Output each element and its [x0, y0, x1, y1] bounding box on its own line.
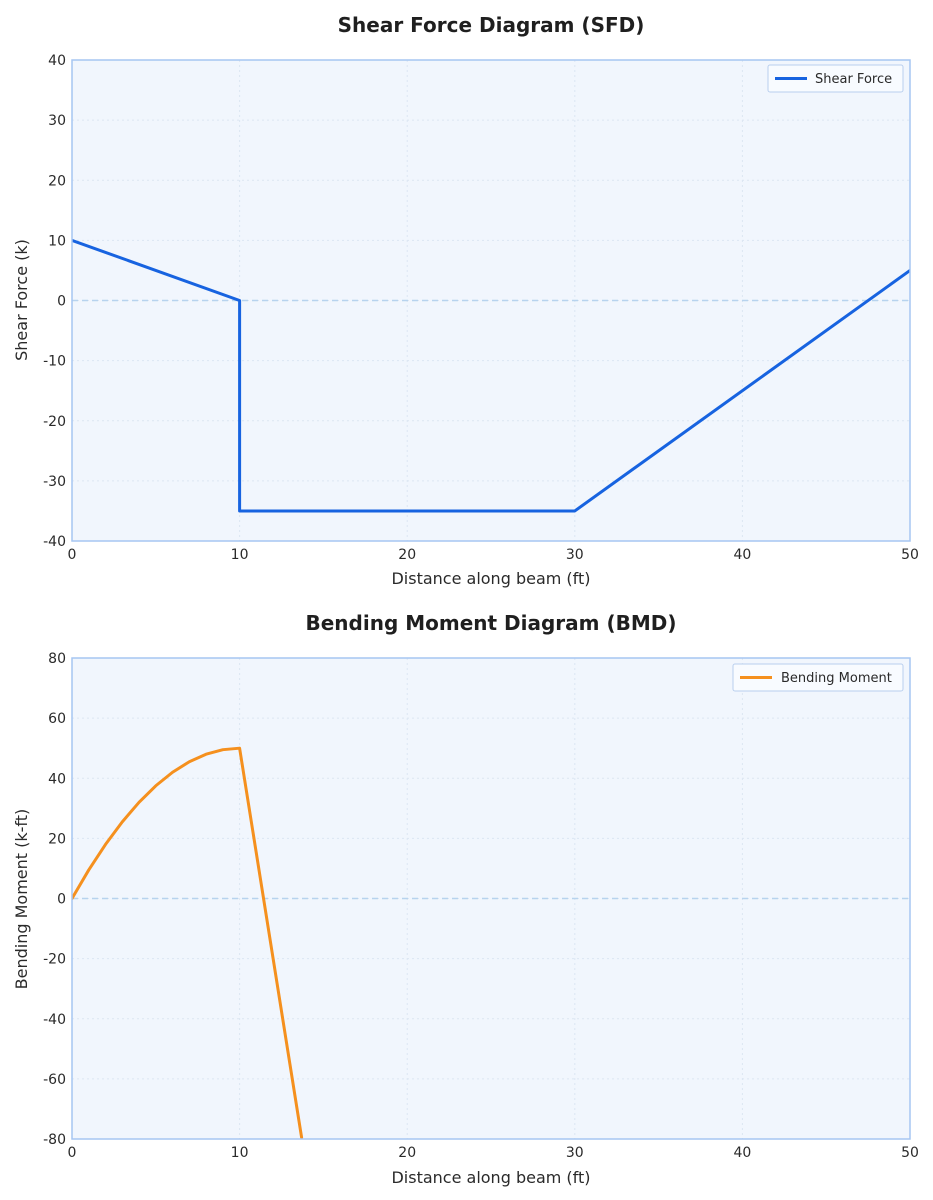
y-tick-label: -40 [43, 1012, 66, 1028]
y-tick-label: 30 [48, 113, 66, 129]
plot-area [72, 60, 910, 541]
y-tick-label: 60 [48, 711, 66, 727]
y-tick-label: 40 [48, 771, 66, 787]
series-group [72, 746, 304, 1139]
x-tick-label: 20 [398, 547, 416, 563]
legend-box [767, 64, 904, 93]
y-tick-label: 10 [48, 233, 66, 249]
x-axis-label: Distance along beam (ft) [391, 1168, 590, 1187]
y-tick-label: -10 [43, 354, 66, 370]
x-tick-label: 30 [566, 547, 584, 563]
y-tick-label: -20 [43, 952, 66, 968]
legend-label: Shear Force [815, 72, 892, 87]
series-line [72, 238, 910, 513]
series-group [72, 238, 910, 513]
y-tick-label: -40 [43, 534, 66, 550]
y-tick-label: -20 [43, 414, 66, 430]
y-tick-label: -30 [43, 474, 66, 490]
y-tick-labels: -40 -30 -20 -10 0 10 20 30 40 [43, 53, 66, 550]
plot-frame [71, 59, 911, 542]
series-line [72, 746, 304, 1139]
legend-box [732, 663, 904, 692]
x-tick-label: 0 [68, 1145, 77, 1161]
y-tick-label: 20 [48, 831, 66, 847]
legend: Bending Moment [732, 663, 904, 692]
y-tick-label: -80 [43, 1132, 66, 1148]
plot-area [72, 658, 910, 1139]
x-tick-label: 40 [733, 547, 751, 563]
y-tick-label: 0 [57, 892, 66, 908]
x-tick-label: 20 [398, 1145, 416, 1161]
chart-title: Bending Moment Diagram (BMD) [305, 611, 676, 635]
y-tick-label: 0 [57, 294, 66, 310]
legend: Shear Force [767, 64, 904, 93]
y-tick-label: -60 [43, 1072, 66, 1088]
y-tick-label: 40 [48, 53, 66, 69]
plot-frame [71, 657, 911, 1140]
x-tick-label: 30 [566, 1145, 584, 1161]
y-tick-label: 20 [48, 173, 66, 189]
sfd-chart: Shear Force Diagram (SFD) 0 10 20 30 40 50 -4… [12, 13, 919, 588]
x-tick-label: 50 [901, 1145, 919, 1161]
x-tick-labels: 0 10 20 30 40 50 [68, 547, 919, 563]
y-tick-labels: -80 -60 -40 -20 0 20 40 60 80 [43, 651, 66, 1148]
chart-title: Shear Force Diagram (SFD) [338, 13, 645, 37]
bmd-chart: Bending Moment Diagram (BMD) 0 10 20 30 40 50… [12, 611, 919, 1187]
x-tick-label: 0 [68, 547, 77, 563]
legend-label: Bending Moment [781, 671, 892, 686]
y-axis-label: Bending Moment (k-ft) [12, 809, 31, 990]
x-axis-label: Distance along beam (ft) [391, 569, 590, 588]
x-tick-label: 10 [231, 547, 249, 563]
x-tick-labels: 0 10 20 30 40 50 [68, 1145, 919, 1161]
y-tick-label: 80 [48, 651, 66, 667]
x-tick-label: 50 [901, 547, 919, 563]
x-tick-label: 10 [231, 1145, 249, 1161]
x-tick-label: 40 [733, 1145, 751, 1161]
y-axis-label: Shear Force (k) [12, 239, 31, 361]
